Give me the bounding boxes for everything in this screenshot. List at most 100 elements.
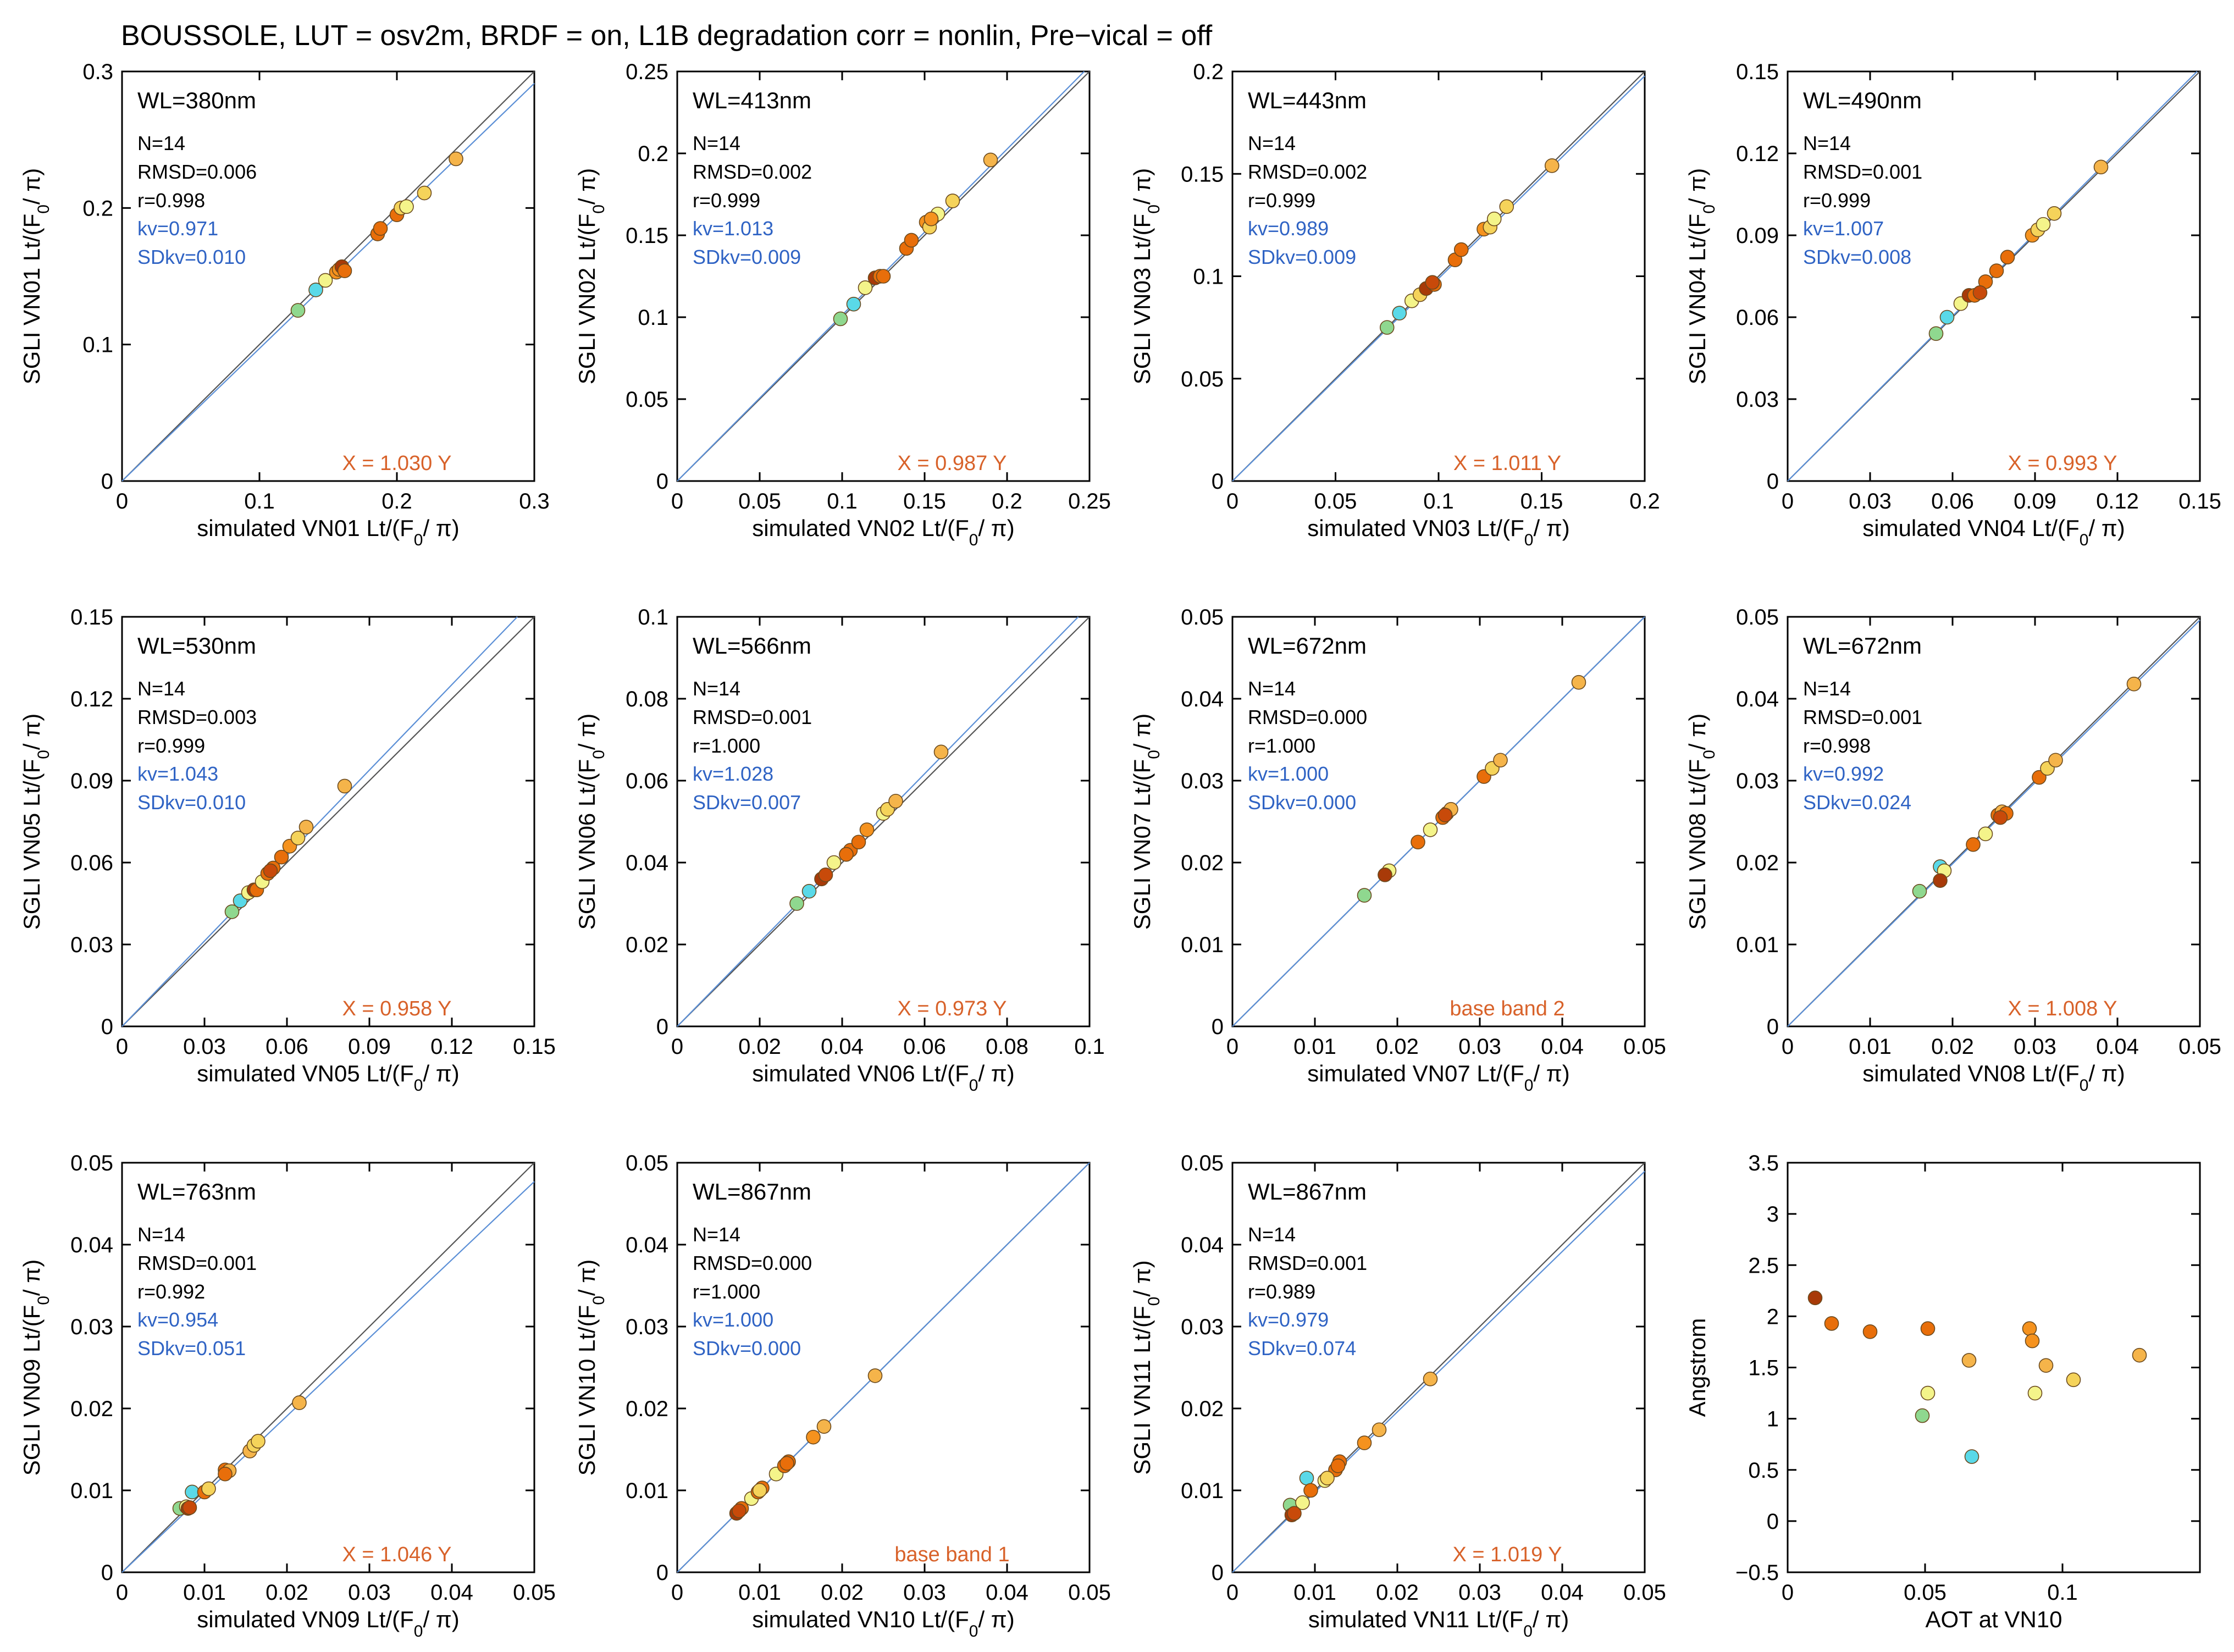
y-tick-label: 0.05	[70, 1151, 113, 1175]
panel-vn07: 0 0.01 0.02 0.03 0.04 0.05 0 0.01 0.02 0.03 0.04 0.…	[1129, 605, 1666, 1095]
wavelength-label: WL=530nm	[137, 633, 256, 659]
x-axis-label: simulated VN08 Lt/(F0/ π)	[1862, 1060, 2125, 1095]
x-tick-label: 0.05	[1623, 1035, 1666, 1059]
data-point	[373, 221, 388, 236]
x-tick-label: 0	[1782, 1581, 1794, 1605]
x-tick-label: 0.05	[1068, 1581, 1111, 1605]
panel-vn10: 0 0.01 0.02 0.03 0.04 0.05 0 0.01 0.02 0.03 0.04 0.…	[574, 1151, 1111, 1640]
data-point	[1544, 158, 1560, 173]
data-point	[1807, 1290, 1823, 1306]
stat-sdkv: SDkv=0.009	[1248, 246, 1356, 268]
stat-r: r=0.998	[1803, 734, 1871, 757]
x-axis-label: simulated VN07 Lt/(F0/ π)	[1307, 1060, 1570, 1095]
data-point	[2048, 753, 2063, 768]
x-tick-label: 0.05	[513, 1581, 556, 1605]
data-point	[1423, 1372, 1438, 1386]
data-point	[1993, 810, 2008, 825]
y-tick-label: 0	[101, 1015, 113, 1039]
stat-sdkv: SDkv=0.010	[137, 246, 246, 268]
data-point	[2132, 1347, 2147, 1363]
wavelength-label: WL=867nm	[1248, 1179, 1367, 1205]
data-point	[1989, 263, 2004, 278]
data-point	[1933, 873, 1948, 888]
y-tick-label: 0.04	[626, 1233, 668, 1257]
data-point	[904, 233, 919, 248]
y-tick-label: 0.05	[626, 1151, 668, 1175]
wavelength-label: WL=763nm	[137, 1179, 256, 1205]
data-point	[839, 847, 854, 862]
x-axis-label: simulated VN09 Lt/(F0/ π)	[197, 1606, 460, 1640]
data-point	[2093, 159, 2109, 175]
x-tick-label: 0.01	[1849, 1035, 1892, 1059]
y-tick-label: 0.01	[1736, 933, 1779, 957]
stat-rmsd: RMSD=0.001	[1803, 161, 1922, 183]
stat-rmsd: RMSD=0.001	[1248, 1252, 1367, 1274]
data-point	[185, 1484, 200, 1500]
x-tick-label: 0.04	[1541, 1581, 1584, 1605]
stat-n: N=14	[693, 132, 740, 154]
x-axis-label: simulated VN02 Lt/(F0/ π)	[752, 515, 1015, 549]
stat-rmsd: RMSD=0.000	[1248, 706, 1367, 728]
stat-sdkv: SDkv=0.007	[693, 791, 801, 814]
x-tick-label: 0.1	[244, 489, 275, 513]
y-tick-label: 0.02	[1181, 1397, 1224, 1421]
fit-label: X = 1.030 Y	[342, 452, 452, 475]
stat-rmsd: RMSD=0.006	[137, 161, 257, 183]
fit-label: X = 1.011 Y	[1453, 452, 1561, 475]
x-tick-label: 0.05	[1623, 1581, 1666, 1605]
stat-n: N=14	[693, 677, 740, 700]
stat-r: r=1.000	[693, 734, 760, 757]
x-tick-label: 0.02	[821, 1581, 864, 1605]
stat-n: N=14	[137, 132, 185, 154]
x-tick-label: 0.08	[986, 1035, 1028, 1059]
x-tick-label: 0.05	[1904, 1581, 1947, 1605]
data-point	[1862, 1324, 1878, 1339]
y-tick-label: 0.2	[82, 196, 113, 220]
data-point	[801, 883, 817, 899]
y-tick-label: 0.09	[70, 769, 113, 793]
fit-label: base band 1	[894, 1543, 1009, 1566]
x-tick-label: 0.1	[827, 489, 858, 513]
data-point	[2032, 770, 2047, 785]
x-tick-label: 0	[671, 489, 683, 513]
plot-frame	[676, 616, 1091, 1027]
plot-frame	[121, 616, 535, 1027]
y-axis-label: SGLI VN08 Lt/(F0/ π)	[1684, 714, 1718, 930]
y-axis-label: SGLI VN03 Lt/(F0/ π)	[1129, 168, 1163, 384]
x-tick-label: 0.1	[2047, 1581, 2078, 1605]
data-point	[337, 778, 352, 794]
y-tick-label: 2.5	[1748, 1253, 1779, 1278]
data-point	[858, 280, 873, 295]
fit-label: X = 0.973 Y	[898, 997, 1007, 1020]
y-tick-label: 0.15	[626, 224, 668, 248]
x-tick-label: 0.2	[992, 489, 1022, 513]
x-tick-label: 0.09	[2014, 489, 2056, 513]
data-point	[1357, 1435, 1372, 1450]
y-tick-label: 0	[101, 469, 113, 494]
stat-sdkv: SDkv=0.000	[1248, 791, 1356, 814]
y-tick-label: 0.06	[70, 851, 113, 875]
x-axis-label: simulated VN05 Lt/(F0/ π)	[197, 1060, 460, 1095]
panel-vn09: 0 0.01 0.02 0.03 0.04 0.05 0 0.01 0.02 0.03 0.04 0.…	[19, 1151, 556, 1640]
data-point	[1571, 675, 1586, 690]
data-point	[1378, 868, 1392, 882]
wavelength-label: WL=413nm	[693, 87, 811, 113]
x-tick-label: 0.01	[1293, 1581, 1336, 1605]
y-tick-label: 0	[101, 1561, 113, 1585]
x-tick-label: 0.03	[348, 1581, 391, 1605]
data-point	[1437, 808, 1453, 822]
y-tick-label: 0.03	[626, 1315, 668, 1339]
x-tick-label: 0	[1226, 489, 1238, 513]
y-tick-label: 1	[1767, 1407, 1779, 1432]
y-tick-label: 0.02	[626, 1397, 668, 1421]
y-tick-label: 0.2	[638, 142, 668, 166]
panel-vn05: 0 0.03 0.06 0.09 0.12 0.15 0 0.03 0.06 0.09 0.12 0.…	[19, 605, 556, 1095]
y-axis-label: Angstrom	[1684, 1318, 1710, 1417]
wavelength-label: WL=672nm	[1248, 633, 1367, 659]
data-point	[337, 263, 352, 278]
data-point	[2047, 206, 2062, 221]
y-tick-label: 0.01	[1181, 1479, 1224, 1503]
y-tick-label: 0.15	[1181, 162, 1224, 186]
data-point	[1972, 285, 1988, 300]
data-point	[218, 1466, 233, 1482]
